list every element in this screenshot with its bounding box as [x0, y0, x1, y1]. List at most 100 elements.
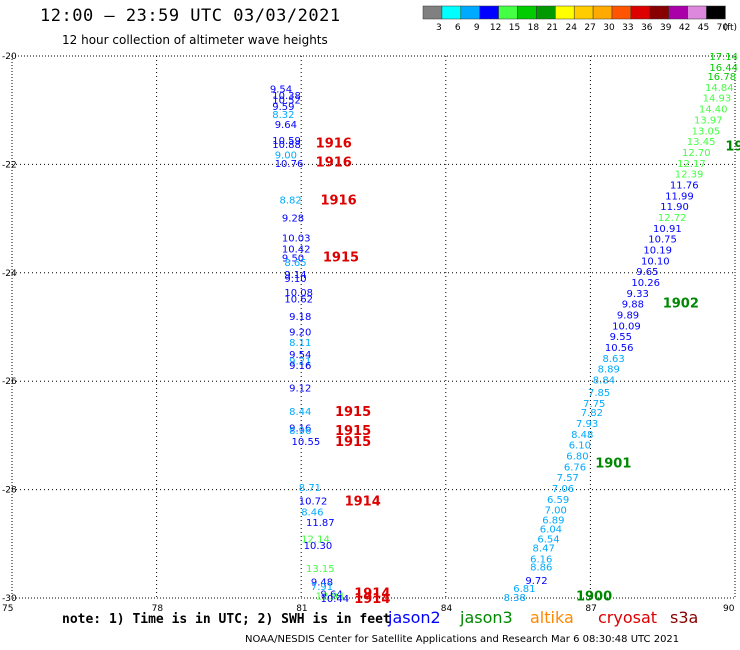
- wave-height-value: 9.65: [636, 267, 658, 278]
- legend-bin-label: 39: [660, 23, 672, 33]
- wave-height-value: 13.05: [692, 126, 721, 137]
- wave-height-value: 10.56: [605, 343, 634, 354]
- wave-height-value: 11.90: [660, 202, 689, 213]
- y-tick-label: -22: [2, 160, 17, 170]
- time-label: 190: [725, 139, 740, 154]
- wave-height-value: 9.88: [622, 300, 644, 311]
- wave-height-value: 8.71: [299, 483, 321, 494]
- wave-height-value: 8.44: [289, 407, 311, 418]
- x-tick-label: 78: [152, 604, 164, 614]
- wave-height-value: 8.84: [593, 376, 615, 387]
- legend-bin-label: 70: [717, 23, 729, 33]
- legend-bin-label: 33: [622, 23, 633, 33]
- wave-height-value: 7.06: [552, 484, 574, 495]
- satellite-label-cryosat: cryosat: [598, 608, 658, 627]
- wave-height-value: 6.59: [547, 495, 569, 506]
- wave-height-value: 16.44: [709, 63, 738, 74]
- wave-height-value: 8.96: [289, 426, 311, 437]
- chart-subtitle: 12 hour collection of altimeter wave hei…: [62, 33, 328, 47]
- wave-height-value: 7.82: [581, 408, 603, 419]
- chart-title: 12:00 – 23:59 UTC 03/03/2021: [40, 6, 341, 26]
- legend-bin-label: 36: [641, 23, 653, 33]
- wave-height-value: 8.46: [301, 507, 323, 518]
- y-tick-label: -30: [2, 594, 17, 604]
- wave-height-value: 6.80: [566, 451, 588, 462]
- y-tick-label: -26: [2, 377, 17, 387]
- wave-height-value: 7.91: [311, 582, 333, 593]
- wave-height-value: 17.14: [709, 52, 738, 63]
- wave-height-value: 7.85: [588, 388, 610, 399]
- wave-height-value: 11.87: [306, 518, 335, 529]
- legend-swatch: [706, 5, 726, 20]
- wave-height-value: 9.89: [617, 311, 639, 322]
- wave-height-value: 14.84: [705, 83, 734, 94]
- wave-height-value: 9.16: [289, 423, 311, 434]
- time-label: 1914: [345, 494, 381, 509]
- wave-height-value: 12.72: [658, 213, 687, 224]
- time-label: 1914: [354, 587, 390, 602]
- wave-height-value: 12.14: [301, 534, 330, 545]
- x-tick-label: 84: [441, 604, 453, 614]
- wave-height-value: 7.75: [583, 399, 605, 410]
- legend-bin-label: 6: [455, 23, 461, 33]
- wave-height-value: 8.82: [280, 196, 302, 207]
- legend-bin-label: 18: [528, 23, 540, 33]
- wave-height-value: 10.44: [320, 594, 349, 605]
- legend-swatch: [498, 5, 518, 20]
- wave-height-value: 9.16: [289, 361, 311, 372]
- wave-height-value: 16.78: [707, 72, 736, 83]
- wave-height-value: 9.64: [320, 590, 342, 601]
- wave-height-value: 9.00: [275, 151, 297, 162]
- wave-height-value: 8.38: [504, 593, 526, 604]
- time-label: 1902: [663, 297, 699, 312]
- wave-height-value: 10.26: [631, 278, 660, 289]
- wave-height-value: 9.72: [525, 576, 547, 587]
- legend-swatch: [668, 5, 688, 20]
- wave-height-value: 10.72: [299, 496, 328, 507]
- wave-height-value: 10.38: [272, 91, 301, 102]
- time-label: 1916: [316, 137, 352, 152]
- wave-height-value: 8.11: [289, 338, 311, 349]
- wave-height-value: 6.16: [530, 554, 552, 565]
- wave-height-value: 10.08: [284, 288, 313, 299]
- wave-height-value: 6.04: [540, 525, 562, 536]
- legend-bin-label: 21: [547, 23, 558, 33]
- satellite-label-altika: altika: [530, 608, 574, 627]
- wave-height-value: 9.20: [289, 327, 311, 338]
- wave-height-value: 9.12: [289, 384, 311, 395]
- legend-swatch: [687, 5, 707, 20]
- wave-height-value: 6.10: [569, 441, 591, 452]
- legend-swatch: [611, 5, 632, 20]
- wave-height-value: 8.63: [602, 354, 624, 365]
- legend-bin-label: 15: [509, 23, 520, 33]
- wave-height-value: 7.57: [557, 473, 579, 484]
- wave-height-value: 9.55: [610, 332, 632, 343]
- legend-bin-label: 9: [474, 23, 480, 33]
- grid: [11, 55, 736, 599]
- legend-bin-label: 3: [436, 23, 442, 33]
- x-tick-label: 75: [2, 604, 13, 614]
- wave-height-value: 10.10: [641, 256, 670, 267]
- legend-bin-label: 24: [565, 23, 577, 33]
- wave-height-value: 14.93: [703, 94, 732, 105]
- wave-height-value: 8.65: [284, 258, 306, 269]
- legend-swatch: [441, 5, 462, 20]
- satellite-label-jason3: jason3: [460, 608, 513, 627]
- legend-unit: (ft): [723, 23, 737, 33]
- wave-height-value: 10.88: [272, 140, 301, 151]
- wave-height-value: 10.19: [643, 245, 672, 256]
- legend-swatch: [536, 5, 556, 20]
- legend-bin-label: 27: [584, 23, 595, 33]
- time-label: 1901: [595, 457, 631, 472]
- wave-height-value: 6.54: [537, 534, 559, 545]
- wave-height-value: 13.45: [687, 137, 716, 148]
- time-label: 1915: [323, 251, 359, 266]
- wave-height-value: 10.62: [284, 294, 313, 305]
- wave-height-value: 12.17: [677, 159, 706, 170]
- wave-height-value: 10.52: [272, 95, 301, 106]
- wave-height-value: 13.97: [694, 115, 723, 126]
- time-label: 1914: [354, 592, 390, 607]
- credit-line: NOAA/NESDIS Center for Satellite Applica…: [245, 634, 680, 645]
- wave-height-value: 9.10: [284, 274, 306, 285]
